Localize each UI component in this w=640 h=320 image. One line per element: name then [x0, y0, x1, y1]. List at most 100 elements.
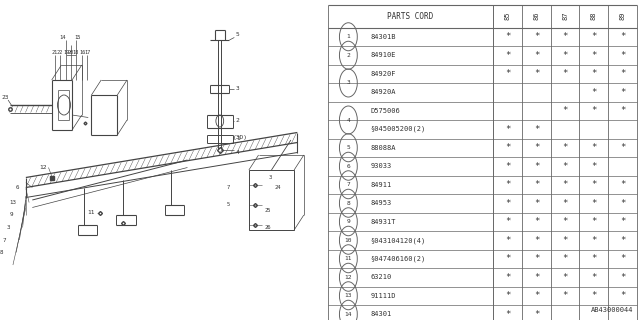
Text: *: *: [620, 254, 625, 263]
Text: §047406160(2): §047406160(2): [371, 255, 426, 262]
Text: 84911: 84911: [371, 182, 392, 188]
Text: *: *: [591, 254, 596, 263]
Text: *: *: [534, 51, 539, 60]
Text: 84910E: 84910E: [371, 52, 396, 58]
Text: 7: 7: [3, 237, 6, 243]
Text: 22: 22: [57, 50, 63, 55]
Text: 8: 8: [346, 201, 350, 206]
Text: 5: 5: [346, 145, 350, 150]
Text: 24: 24: [275, 185, 281, 190]
Text: 26: 26: [265, 225, 271, 230]
Text: *: *: [505, 69, 511, 78]
Text: *: *: [505, 291, 511, 300]
Text: *: *: [505, 217, 511, 226]
Text: *: *: [591, 51, 596, 60]
Text: 16: 16: [79, 50, 86, 55]
Text: *: *: [620, 199, 625, 208]
Text: *: *: [534, 273, 539, 282]
Text: 4: 4: [236, 150, 240, 155]
Text: 84920F: 84920F: [371, 71, 396, 77]
Text: *: *: [534, 236, 539, 245]
Text: *: *: [505, 236, 511, 245]
Text: *: *: [620, 180, 625, 189]
Text: 5: 5: [227, 203, 230, 207]
Text: *: *: [534, 32, 539, 41]
Text: 17: 17: [84, 50, 90, 55]
Text: 84931T: 84931T: [371, 219, 396, 225]
Text: 7: 7: [227, 185, 230, 190]
Text: *: *: [563, 162, 568, 171]
Text: *: *: [591, 106, 596, 115]
Text: 12: 12: [39, 165, 46, 170]
Text: 7: 7: [346, 182, 350, 187]
Text: §043104120(4): §043104120(4): [371, 237, 426, 244]
Text: 89: 89: [620, 12, 625, 20]
Text: *: *: [563, 180, 568, 189]
Text: 3: 3: [6, 225, 10, 230]
Text: 63210: 63210: [371, 274, 392, 280]
Text: *: *: [620, 51, 625, 60]
Text: 8: 8: [0, 250, 3, 255]
Text: *: *: [563, 51, 568, 60]
Text: *: *: [534, 162, 539, 171]
Text: *: *: [591, 32, 596, 41]
Text: *: *: [620, 106, 625, 115]
Text: 13: 13: [344, 293, 352, 298]
Text: *: *: [591, 236, 596, 245]
Text: 15: 15: [74, 35, 81, 40]
Text: *: *: [534, 69, 539, 78]
Text: *: *: [591, 180, 596, 189]
Text: *: *: [563, 69, 568, 78]
Text: 3: 3: [268, 175, 271, 180]
Text: *: *: [505, 273, 511, 282]
Text: *: *: [591, 162, 596, 171]
Text: 4: 4: [346, 117, 350, 123]
Text: 12: 12: [344, 275, 352, 280]
Text: *: *: [563, 254, 568, 263]
Text: 84953: 84953: [371, 200, 392, 206]
Text: *: *: [563, 217, 568, 226]
Text: *: *: [534, 199, 539, 208]
Text: *: *: [505, 254, 511, 263]
Text: 18: 18: [73, 50, 79, 55]
Text: 1: 1: [346, 34, 350, 39]
Text: AB43000044: AB43000044: [591, 307, 634, 313]
Text: *: *: [534, 125, 539, 134]
Text: *: *: [563, 143, 568, 152]
Text: *: *: [534, 291, 539, 300]
Text: *: *: [591, 199, 596, 208]
Text: *: *: [505, 310, 511, 319]
Text: *: *: [620, 69, 625, 78]
Text: 11: 11: [344, 256, 352, 261]
Text: *: *: [534, 217, 539, 226]
Text: 3: 3: [236, 86, 240, 92]
Text: 85: 85: [505, 12, 511, 20]
Text: 11: 11: [87, 210, 95, 215]
Text: *: *: [563, 32, 568, 41]
Text: *: *: [505, 162, 511, 171]
Text: *: *: [505, 143, 511, 152]
Text: *: *: [534, 143, 539, 152]
Text: 84920A: 84920A: [371, 89, 396, 95]
Text: *: *: [505, 180, 511, 189]
Text: *: *: [505, 32, 511, 41]
Text: *: *: [534, 180, 539, 189]
Text: *: *: [505, 125, 511, 134]
Text: *: *: [563, 199, 568, 208]
Text: *: *: [591, 217, 596, 226]
Text: *: *: [620, 236, 625, 245]
Text: 2: 2: [236, 118, 240, 124]
Text: 2: 2: [346, 53, 350, 58]
Text: *: *: [591, 273, 596, 282]
Text: 14: 14: [60, 35, 67, 40]
Text: 19: 19: [63, 50, 69, 55]
Text: *: *: [563, 273, 568, 282]
Text: *: *: [591, 69, 596, 78]
Text: 21: 21: [52, 50, 58, 55]
Text: *: *: [534, 254, 539, 263]
Text: 93033: 93033: [371, 163, 392, 169]
Text: 91111D: 91111D: [371, 293, 396, 299]
Text: *: *: [563, 236, 568, 245]
Text: 13: 13: [9, 200, 16, 205]
Text: *: *: [620, 291, 625, 300]
